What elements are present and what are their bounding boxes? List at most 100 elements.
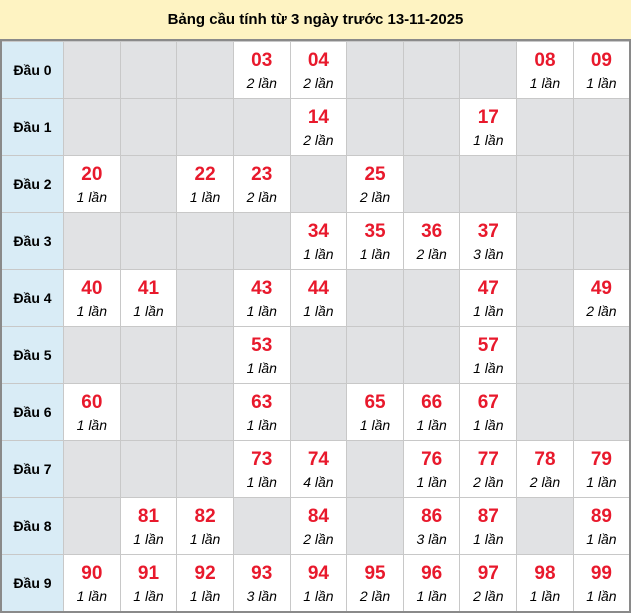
row-label: Đầu 1 [0,98,64,156]
number-cell: 87 1 lần [459,497,518,555]
number-cell: 91 1 lần [119,554,178,613]
row-label: Đầu 8 [0,497,64,555]
occurrence-count: 2 lần [303,132,334,148]
occurrence-count: 1 lần [133,303,164,319]
empty-cell [176,326,234,384]
number-cell: 20 1 lần [63,155,121,213]
occurrence-count: 3 lần [473,246,504,262]
empty-cell [516,155,574,213]
lottery-number: 20 [81,164,103,185]
frequency-table: Đầu 0 03 2 lần 04 2 lần 08 1 lần 09 1 lần Đầu 1 14… [0,41,631,613]
occurrence-count: 1 lần [246,417,277,433]
number-cell: 57 1 lần [459,326,518,384]
empty-cell [516,326,574,384]
lottery-number: 17 [477,107,499,128]
row-label: Đầu 0 [0,41,64,99]
lottery-number: 43 [251,278,273,299]
number-cell: 44 1 lần [289,269,348,327]
lottery-number: 03 [251,50,273,71]
number-cell: 98 1 lần [516,554,574,613]
occurrence-count: 3 lần [416,531,447,547]
table-title: Bảng cầu tính từ 3 ngày trước 13-11-2025 [0,0,631,41]
empty-cell [119,155,178,213]
occurrence-count: 2 lần [359,189,391,205]
empty-cell [289,326,348,384]
lottery-number: 36 [421,221,443,242]
lottery-number: 23 [251,164,273,185]
occurrence-count: 1 lần [76,588,107,604]
number-cell: 66 1 lần [402,383,461,441]
occurrence-count: 2 lần [303,75,334,91]
number-cell: 47 1 lần [459,269,518,327]
occurrence-count: 1 lần [529,75,561,91]
empty-cell [572,98,631,156]
number-cell: 67 1 lần [459,383,518,441]
occurrence-count: 1 lần [133,588,164,604]
lottery-number: 74 [307,449,329,470]
number-cell: 77 2 lần [459,440,518,498]
empty-cell [119,440,178,498]
lottery-number: 14 [307,107,329,128]
lottery-number: 94 [307,563,329,584]
occurrence-count: 1 lần [76,417,107,433]
empty-cell [119,98,178,156]
empty-cell [176,269,234,327]
table-row: Đầu 2 20 1 lần 22 1 lần 23 2 lần 25 2 lần [0,155,631,213]
empty-cell [346,440,404,498]
number-cell: 34 1 lần [289,212,348,270]
number-cell: 63 1 lần [232,383,291,441]
occurrence-count: 2 lần [586,303,617,319]
row-label: Đầu 6 [0,383,64,441]
lottery-number: 79 [590,449,612,470]
number-cell: 79 1 lần [572,440,631,498]
number-cell: 43 1 lần [232,269,291,327]
empty-cell [232,212,291,270]
occurrence-count: 1 lần [246,474,277,490]
empty-cell [346,269,404,327]
lottery-number: 73 [251,449,273,470]
lottery-number: 87 [477,506,499,527]
number-cell: 96 1 lần [402,554,461,613]
number-cell: 17 1 lần [459,98,518,156]
occurrence-count: 2 lần [473,474,504,490]
lottery-number: 96 [421,563,443,584]
table-row: Đầu 8 81 1 lần 82 1 lần 84 2 lần 86 3 lần 87 1 lần… [0,497,631,555]
number-cell: 04 2 lần [289,41,348,99]
empty-cell [176,383,234,441]
number-cell: 74 4 lần [289,440,348,498]
occurrence-count: 1 lần [76,189,107,205]
occurrence-count: 1 lần [133,531,164,547]
occurrence-count: 1 lần [529,588,561,604]
empty-cell [119,383,178,441]
lottery-number: 40 [81,278,103,299]
occurrence-count: 1 lần [303,246,334,262]
occurrence-count: 1 lần [586,474,617,490]
number-cell: 09 1 lần [572,41,631,99]
empty-cell [572,212,631,270]
lottery-number: 97 [477,563,499,584]
occurrence-count: 2 lần [246,189,277,205]
number-cell: 40 1 lần [63,269,121,327]
number-cell: 94 1 lần [289,554,348,613]
lottery-number: 89 [590,506,612,527]
empty-cell [63,98,121,156]
lottery-number: 08 [534,50,556,71]
empty-cell [289,155,348,213]
occurrence-count: 2 lần [246,75,277,91]
table-row: Đầu 4 40 1 lần 41 1 lần 43 1 lần 44 1 lần 47 1 lần… [0,269,631,327]
empty-cell [63,440,121,498]
occurrence-count: 1 lần [189,588,221,604]
occurrence-count: 1 lần [473,531,504,547]
empty-cell [346,41,404,99]
lottery-number: 34 [307,221,329,242]
lottery-number: 49 [590,278,612,299]
number-cell: 73 1 lần [232,440,291,498]
table-row: Đầu 7 73 1 lần 74 4 lần 76 1 lần 77 2 lần 78 2 lần… [0,440,631,498]
empty-cell [346,497,404,555]
table-row: Đầu 1 14 2 lần 17 1 lần [0,98,631,156]
occurrence-count: 2 lần [473,588,504,604]
lottery-number: 47 [477,278,499,299]
occurrence-count: 1 lần [473,417,504,433]
occurrence-count: 1 lần [416,588,447,604]
lottery-number: 44 [307,278,329,299]
